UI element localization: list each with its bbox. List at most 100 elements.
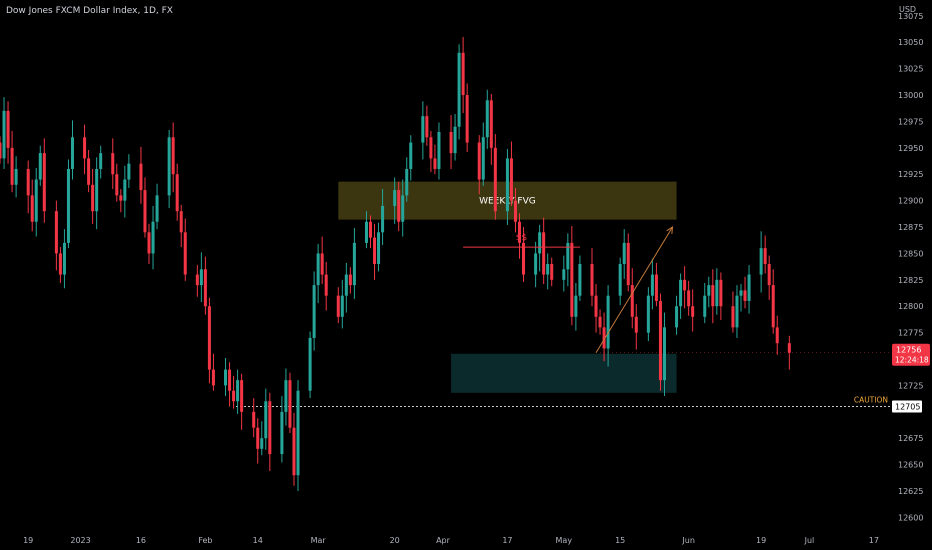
candle xyxy=(650,274,654,296)
y-tick-label: 12975 xyxy=(898,117,923,126)
candle xyxy=(280,411,284,455)
candle xyxy=(513,200,517,222)
candle xyxy=(703,295,707,317)
candle xyxy=(409,142,413,169)
candle xyxy=(352,242,356,286)
candle xyxy=(2,110,6,159)
candle xyxy=(139,163,143,191)
y-tick-label: 12775 xyxy=(898,329,923,338)
candle xyxy=(30,195,34,222)
candle xyxy=(123,179,127,201)
candle xyxy=(606,295,610,349)
candle xyxy=(199,269,203,286)
candle xyxy=(562,269,566,280)
countdown-timer: 12:24:18 xyxy=(895,356,929,365)
candle xyxy=(421,116,425,143)
candle xyxy=(594,295,598,317)
candle xyxy=(66,168,70,243)
caution-price-box xyxy=(892,400,922,413)
candle xyxy=(747,274,751,301)
x-tick-label: 15 xyxy=(615,536,625,545)
candle xyxy=(707,285,711,296)
x-tick-label: 16 xyxy=(136,536,146,545)
candle xyxy=(320,253,324,275)
candle xyxy=(489,100,493,148)
candle xyxy=(83,137,87,159)
candle xyxy=(364,221,368,243)
candle xyxy=(767,264,771,286)
candle xyxy=(429,137,433,159)
y-tick-label: 12950 xyxy=(898,144,923,153)
candle xyxy=(99,153,103,169)
candle xyxy=(183,232,187,275)
candle xyxy=(715,279,719,307)
candle xyxy=(143,190,147,233)
candle xyxy=(550,264,554,280)
candle xyxy=(731,306,735,328)
candle xyxy=(0,142,2,159)
candle xyxy=(759,248,763,275)
candle xyxy=(203,269,207,307)
candle xyxy=(654,274,658,301)
candle xyxy=(397,190,401,222)
x-tick-label: Apr xyxy=(436,536,451,545)
x-tick-label: 19 xyxy=(23,536,33,545)
candle xyxy=(675,306,679,328)
candle xyxy=(771,285,775,328)
x-tick-label: May xyxy=(556,536,573,545)
candle xyxy=(211,369,215,386)
x-tick-label: Mar xyxy=(311,536,327,545)
candle xyxy=(461,52,465,96)
candle xyxy=(288,380,292,428)
candle xyxy=(393,190,397,206)
candle xyxy=(312,285,316,338)
currency-label: USD xyxy=(899,5,916,14)
candle xyxy=(167,137,171,196)
x-tick-label: Jul xyxy=(804,536,815,545)
candle xyxy=(324,274,328,296)
candle xyxy=(477,142,481,180)
y-tick-label: 12875 xyxy=(898,223,923,232)
candle xyxy=(228,369,232,391)
candle xyxy=(151,221,155,254)
y-tick-label: 13075 xyxy=(898,12,923,21)
x-tick-label: 14 xyxy=(253,536,263,545)
candle xyxy=(517,221,522,243)
x-tick-label: 17 xyxy=(502,536,512,545)
candle xyxy=(719,279,723,307)
candle xyxy=(534,253,538,275)
candle xyxy=(256,427,260,449)
candle xyxy=(368,221,373,238)
candle xyxy=(493,147,497,212)
candle xyxy=(42,153,46,212)
candle xyxy=(373,237,377,264)
candle xyxy=(292,427,296,476)
candle xyxy=(405,168,409,196)
candle xyxy=(111,153,115,175)
candle xyxy=(6,110,10,148)
candle xyxy=(546,264,550,275)
candle xyxy=(735,295,739,328)
candle xyxy=(377,232,381,264)
candle xyxy=(26,168,30,196)
candle xyxy=(590,264,594,296)
candle xyxy=(264,401,268,439)
candle xyxy=(175,174,179,212)
caution-price-value: 12705 xyxy=(895,403,920,412)
candle xyxy=(87,158,91,185)
candle xyxy=(62,242,66,275)
x-tick-label: Feb xyxy=(198,536,212,545)
candle xyxy=(433,158,437,169)
candle xyxy=(465,95,469,143)
y-tick-label: 12600 xyxy=(898,513,923,522)
y-tick-label: 12850 xyxy=(898,249,923,258)
candle xyxy=(252,411,256,428)
candle xyxy=(236,380,240,402)
candle xyxy=(155,195,159,222)
candle xyxy=(538,232,542,254)
candle xyxy=(344,274,348,296)
candle xyxy=(127,163,131,180)
candle xyxy=(505,158,509,212)
liquidity-label: $$ xyxy=(516,233,527,243)
